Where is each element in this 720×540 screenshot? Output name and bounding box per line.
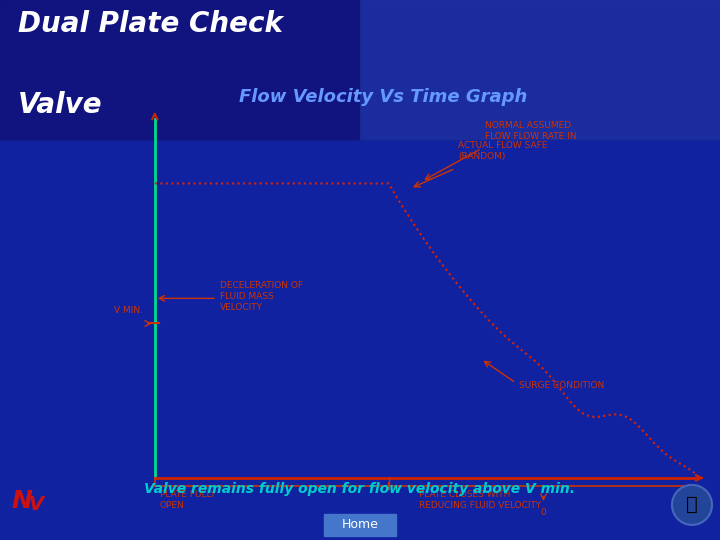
- Text: V MIN.: V MIN.: [114, 307, 143, 315]
- Text: 0: 0: [541, 508, 546, 517]
- Text: Valve remains fully open for flow velocity above V min.: Valve remains fully open for flow veloci…: [145, 482, 575, 496]
- Circle shape: [672, 485, 712, 525]
- Bar: [0, 0, 360, 140]
- Text: 🌍: 🌍: [686, 495, 698, 515]
- Text: Flow Velocity Vs Time Graph: Flow Velocity Vs Time Graph: [239, 88, 527, 106]
- Text: ACTUAL FLOW SAFE
(RANDOM): ACTUAL FLOW SAFE (RANDOM): [459, 141, 548, 161]
- Text: Dual Plate Check: Dual Plate Check: [18, 10, 283, 38]
- Bar: [324, 514, 396, 536]
- Text: V: V: [28, 495, 44, 514]
- Text: DECELERATION OF
FLUID MASS
VELOCITY: DECELERATION OF FLUID MASS VELOCITY: [220, 281, 303, 312]
- Bar: [0, 140, 720, 540]
- Text: NORMAL ASSUMED
FLOW FLOW RATE IN: NORMAL ASSUMED FLOW FLOW RATE IN: [485, 122, 576, 141]
- Bar: [360, 0, 720, 140]
- Text: SURGE CONDITION: SURGE CONDITION: [519, 381, 604, 390]
- Text: PLATE CLOSES WITH
REDUCING FLUID VELOCITY: PLATE CLOSES WITH REDUCING FLUID VELOCIT…: [418, 490, 541, 510]
- Text: N: N: [12, 489, 32, 512]
- Text: Valve: Valve: [18, 91, 103, 119]
- Text: Home: Home: [341, 518, 379, 531]
- Text: PLATE FULLY
OPEN: PLATE FULLY OPEN: [160, 490, 215, 510]
